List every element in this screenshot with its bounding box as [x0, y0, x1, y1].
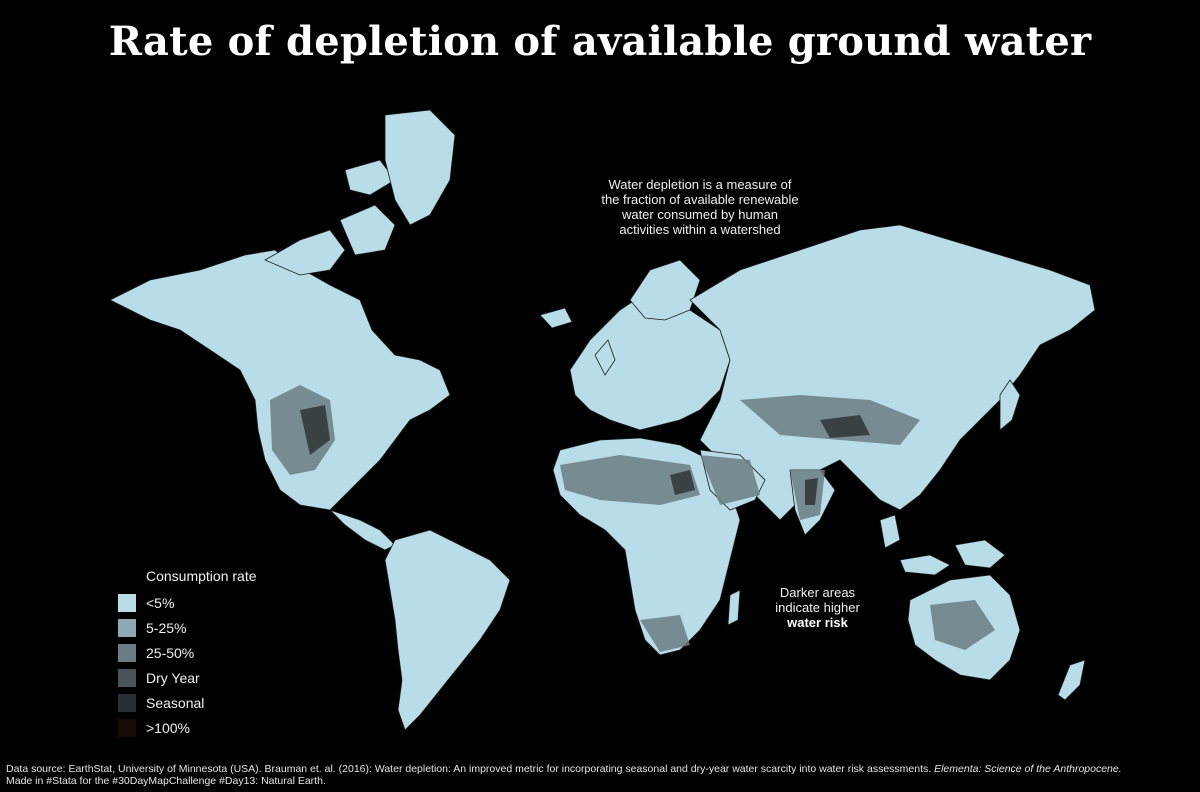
legend-label: >100% [146, 719, 190, 736]
legend-swatch [118, 593, 136, 612]
legend-swatch [118, 718, 136, 737]
footer-made-in: Made in #Stata for the #30DayMapChalleng… [6, 775, 326, 787]
legend-label: <5% [146, 594, 175, 611]
south-america-shape [384, 529, 511, 731]
legend-label: Dry Year [146, 669, 200, 686]
risk-annotation: Darker areas indicate higher water risk [760, 585, 875, 630]
annotation-line: water consumed by human [621, 207, 779, 222]
footer-journal: Elementa: Science of the Anthropocene. [934, 763, 1122, 775]
legend-swatch [118, 643, 136, 662]
legend-item: 25-50% [118, 640, 257, 665]
legend-item: Seasonal [118, 690, 257, 715]
legend-swatch [118, 693, 136, 712]
legend-title: Consumption rate [146, 568, 257, 584]
annotation-line: Water depletion is a measure of [608, 177, 792, 192]
risk-note-emphasis: water risk [787, 615, 848, 630]
legend-item: >100% [118, 715, 257, 740]
legend-label: 5-25% [146, 619, 187, 636]
legend-label: 25-50% [146, 644, 195, 661]
legend-item: 5-25% [118, 615, 257, 640]
footer-credits: Data source: EarthStat, University of Mi… [6, 763, 1122, 787]
legend-item: <5% [118, 590, 257, 615]
world-map [109, 109, 1096, 731]
legend-swatch [118, 668, 136, 687]
depletion-annotation: Water depletion is a measure of the frac… [590, 177, 810, 237]
footer-source-text: Data source: EarthStat, University of Mi… [6, 763, 935, 775]
risk-note-line: Darker areas [779, 585, 856, 600]
legend-swatch [118, 618, 136, 637]
greenland-shape [384, 109, 456, 226]
map-title: Rate of depletion of available ground wa… [108, 18, 1092, 65]
annotation-line: activities within a watershed [619, 222, 781, 237]
north-america-shape [109, 249, 451, 511]
annotation-line: the fraction of available renewable [601, 192, 799, 207]
legend-label: Seasonal [146, 694, 205, 711]
legend: Consumption rate <5% 5-25% 25-50% Dry Ye… [118, 568, 257, 740]
footer-source-line: Data source: EarthStat, University of Mi… [6, 763, 1122, 775]
risk-note-line: indicate higher [775, 600, 860, 615]
legend-item: Dry Year [118, 665, 257, 690]
